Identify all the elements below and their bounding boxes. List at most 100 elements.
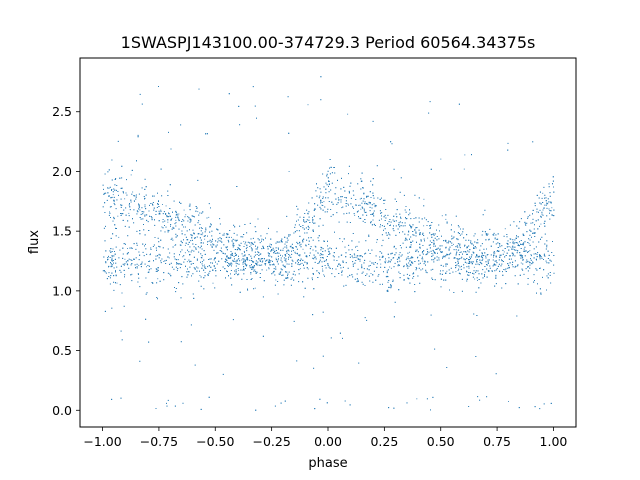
data-point — [440, 270, 441, 272]
data-point — [123, 209, 125, 211]
data-point — [538, 211, 539, 213]
data-point — [543, 259, 544, 260]
data-point — [482, 258, 484, 260]
data-point — [337, 197, 339, 199]
data-point — [534, 232, 536, 233]
data-point — [112, 194, 114, 196]
data-point — [229, 263, 231, 265]
data-point — [358, 217, 360, 219]
data-point — [371, 204, 373, 206]
data-point — [326, 184, 328, 186]
data-point — [118, 194, 119, 196]
data-point — [549, 274, 551, 276]
data-point — [446, 254, 448, 256]
data-point — [168, 131, 169, 133]
data-point — [143, 196, 145, 197]
data-point — [455, 253, 457, 255]
data-point — [127, 248, 128, 249]
data-point — [132, 191, 134, 193]
data-point — [175, 225, 177, 227]
data-point — [433, 243, 435, 245]
data-point — [236, 260, 238, 262]
data-point — [110, 217, 111, 218]
data-point — [409, 212, 411, 214]
data-point — [362, 187, 364, 189]
data-point — [106, 199, 108, 201]
data-point — [357, 250, 359, 251]
data-point — [547, 258, 549, 259]
data-point — [112, 220, 114, 222]
data-point — [226, 270, 228, 272]
data-point — [356, 278, 358, 280]
data-point — [372, 262, 374, 264]
data-point — [380, 224, 381, 226]
data-point — [394, 198, 396, 200]
data-point — [172, 226, 174, 228]
data-point — [442, 265, 444, 267]
data-point — [366, 214, 368, 216]
data-point — [282, 249, 284, 251]
data-point — [136, 266, 138, 268]
data-point — [232, 238, 234, 240]
data-point — [298, 264, 300, 266]
data-point — [236, 259, 238, 261]
data-point — [102, 184, 104, 186]
data-point — [113, 202, 115, 204]
data-point — [494, 260, 496, 262]
data-point — [335, 268, 337, 270]
data-point — [147, 265, 149, 266]
data-point — [220, 250, 222, 252]
data-point — [243, 246, 245, 247]
data-point — [226, 255, 228, 257]
data-point — [124, 225, 126, 227]
data-point — [250, 273, 252, 275]
data-point — [460, 268, 462, 270]
data-point — [157, 192, 158, 194]
data-point — [265, 237, 266, 239]
data-point — [259, 273, 261, 274]
data-point — [281, 274, 283, 276]
data-point — [492, 241, 494, 243]
data-point — [116, 185, 118, 186]
data-point — [463, 267, 465, 269]
data-point — [480, 282, 482, 284]
data-point — [361, 202, 363, 204]
data-point — [432, 249, 434, 251]
data-point — [168, 213, 170, 215]
data-point — [354, 278, 356, 280]
data-point — [528, 243, 530, 245]
data-point — [325, 267, 327, 269]
data-point — [489, 228, 491, 230]
data-point — [182, 256, 184, 258]
data-point — [301, 262, 303, 264]
data-point — [156, 297, 158, 298]
data-point — [432, 254, 434, 256]
data-point — [502, 253, 504, 255]
data-point — [157, 298, 158, 300]
data-point — [475, 291, 477, 293]
data-point — [200, 253, 202, 255]
data-point — [384, 199, 386, 201]
data-point — [465, 239, 467, 241]
data-point — [383, 271, 384, 273]
data-point — [151, 217, 153, 219]
data-point — [219, 223, 221, 225]
data-point — [520, 240, 522, 241]
data-point — [201, 234, 203, 236]
data-point — [411, 256, 413, 258]
data-point — [419, 262, 421, 264]
data-point — [423, 263, 425, 265]
data-point — [395, 252, 397, 254]
data-point — [133, 200, 135, 202]
data-point — [167, 221, 169, 223]
data-point — [287, 275, 288, 277]
data-point — [312, 257, 314, 259]
data-point — [535, 253, 537, 255]
data-point — [200, 261, 201, 263]
data-point — [168, 257, 170, 259]
data-point — [113, 255, 115, 257]
data-point — [283, 257, 285, 259]
data-point — [473, 313, 475, 315]
data-point — [210, 262, 212, 264]
data-point — [208, 272, 210, 274]
